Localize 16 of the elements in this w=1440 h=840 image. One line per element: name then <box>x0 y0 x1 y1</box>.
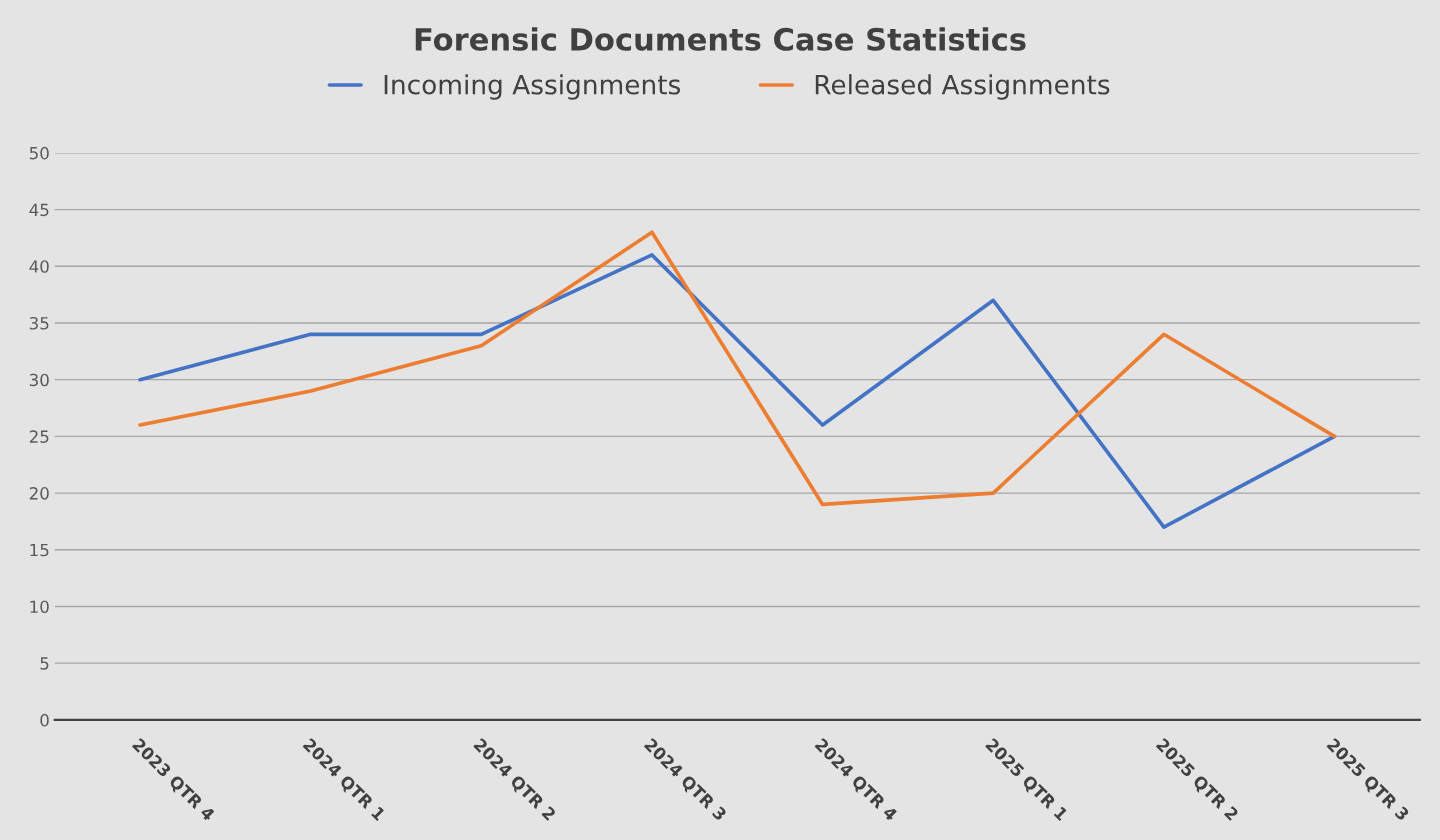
y-tick-label: 40 <box>29 260 49 273</box>
y-tick-label: 15 <box>30 543 49 557</box>
y-tick-label: 50 <box>29 146 49 160</box>
legend-label: Incoming Assignments <box>384 74 681 100</box>
chart-title: Forensic Documents Case Statistics <box>415 27 1026 51</box>
y-tick-label: 0 <box>40 713 49 727</box>
line-series <box>138 253 1337 529</box>
y-tick-label: 30 <box>29 373 49 387</box>
y-tick-label: 45 <box>29 203 49 217</box>
line-series <box>138 230 1337 507</box>
y-tick-label: 5 <box>40 657 49 670</box>
y-tick-label: 35 <box>29 316 49 330</box>
y-tick-label: 25 <box>29 430 49 443</box>
legend-label: Released Assignments <box>815 74 1110 100</box>
y-tick-label: 10 <box>30 600 49 614</box>
y-tick-label: 20 <box>29 487 49 500</box>
